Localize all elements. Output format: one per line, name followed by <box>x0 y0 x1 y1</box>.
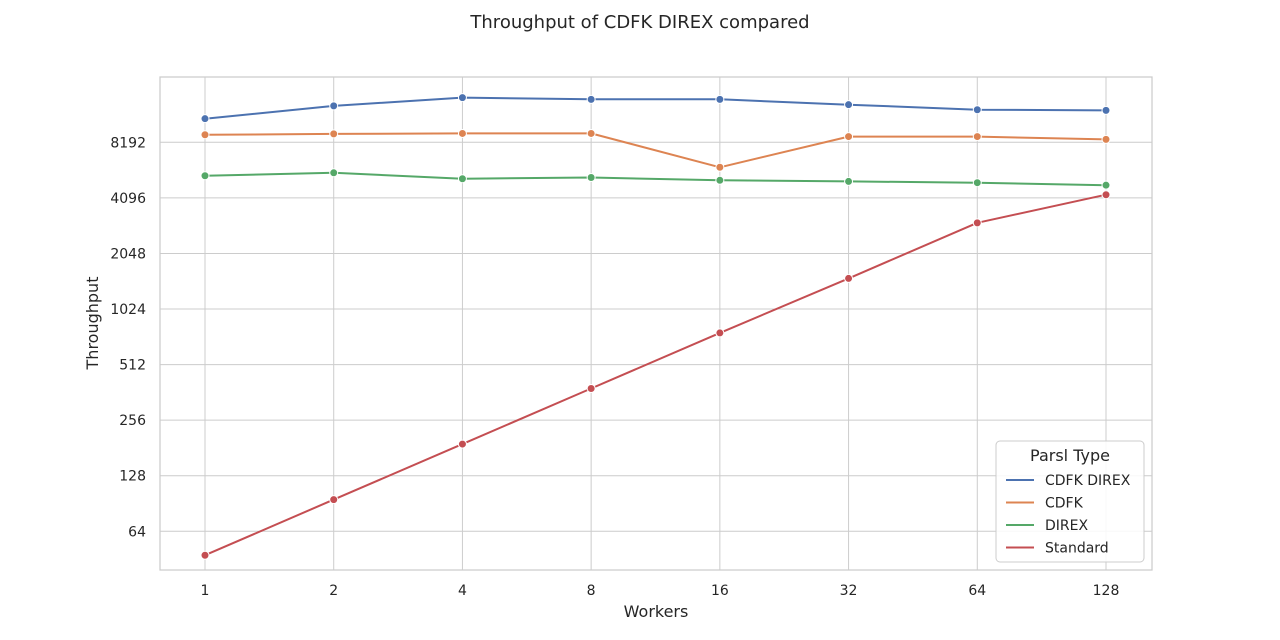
data-point-cdfk-direx <box>715 94 725 104</box>
data-point-direx <box>1101 180 1111 190</box>
data-point-direx <box>715 175 725 185</box>
plot-frame <box>159 76 1153 571</box>
x-axis-label: Workers <box>624 602 689 621</box>
y-tick-label: 64 <box>128 524 146 540</box>
series-line-cdfk <box>204 132 1107 169</box>
x-tick-label: 64 <box>968 583 986 599</box>
y-tick-label: 2048 <box>110 246 146 262</box>
data-point-cdfk-direx <box>586 94 596 104</box>
series-line-direx <box>204 171 1107 187</box>
x-tick-label: 8 <box>587 583 596 599</box>
legend: Parsl Type CDFK DIREX CDFK DIREX Standard <box>995 440 1145 563</box>
data-point-standard <box>972 218 982 228</box>
series <box>200 93 1111 560</box>
data-point-cdfk <box>1101 134 1111 144</box>
data-point-standard <box>844 273 854 283</box>
data-point-standard <box>329 495 339 505</box>
series-direx <box>200 168 1111 190</box>
data-point-direx <box>586 173 596 183</box>
data-point-cdfk-direx <box>844 100 854 110</box>
y-tick-label: 1024 <box>110 302 146 318</box>
plot-area <box>160 77 1152 570</box>
y-tick-label: 4096 <box>110 191 146 207</box>
x-tick-label: 2 <box>329 583 338 599</box>
legend-items: CDFK DIREX CDFK DIREX Standard <box>1006 473 1131 557</box>
data-point-cdfk-direx <box>329 101 339 111</box>
data-point-standard <box>586 383 596 393</box>
data-point-direx <box>457 174 467 184</box>
data-point-standard <box>457 439 467 449</box>
x-tick-label: 128 <box>1093 583 1120 599</box>
series-line-standard <box>204 193 1107 557</box>
data-point-cdfk-direx <box>972 105 982 115</box>
grid <box>160 77 1152 570</box>
y-tick-label: 128 <box>119 469 146 485</box>
series-cdfk <box>200 128 1111 172</box>
legend-title: Parsl Type <box>1030 446 1110 465</box>
data-point-cdfk <box>972 132 982 142</box>
x-tick-label: 1 <box>201 583 210 599</box>
data-point-cdfk <box>844 132 854 142</box>
legend-label-standard: Standard <box>1045 541 1109 557</box>
x-tick-label: 16 <box>711 583 729 599</box>
data-point-direx <box>200 171 210 181</box>
series-cdfk-direx <box>200 93 1111 124</box>
data-point-standard <box>200 550 210 560</box>
legend-label-cdfk: CDFK <box>1045 496 1084 512</box>
data-point-cdfk-direx <box>457 93 467 103</box>
y-tick-label: 8192 <box>110 135 146 151</box>
data-point-cdfk <box>715 162 725 172</box>
series-line-cdfk-direx <box>204 96 1107 120</box>
data-point-direx <box>972 178 982 188</box>
data-point-cdfk <box>457 128 467 138</box>
data-point-cdfk-direx <box>200 114 210 124</box>
x-tick-label: 4 <box>458 583 467 599</box>
legend-label-cdfk-direx: CDFK DIREX <box>1045 473 1131 489</box>
x-tick-label: 32 <box>840 583 858 599</box>
chart-title: Throughput of CDFK DIREX compared <box>469 12 809 33</box>
legend-label-direx: DIREX <box>1045 518 1088 534</box>
data-point-direx <box>329 168 339 178</box>
data-point-direx <box>844 176 854 186</box>
data-point-cdfk <box>329 129 339 139</box>
y-tick-labels: 64 128 256 512 1024 2048 4096 8192 <box>110 135 146 540</box>
legend-box <box>995 440 1145 563</box>
data-point-standard <box>715 328 725 338</box>
data-point-standard <box>1101 190 1111 200</box>
y-axis-label: Throughput <box>83 277 102 371</box>
data-point-cdfk <box>200 130 210 140</box>
y-tick-label: 512 <box>119 358 146 374</box>
series-standard <box>200 190 1111 560</box>
data-point-cdfk <box>586 128 596 138</box>
x-tick-labels: 1 2 4 8 16 32 64 128 <box>201 583 1120 599</box>
data-point-cdfk-direx <box>1101 105 1111 115</box>
y-tick-label: 256 <box>119 413 146 429</box>
